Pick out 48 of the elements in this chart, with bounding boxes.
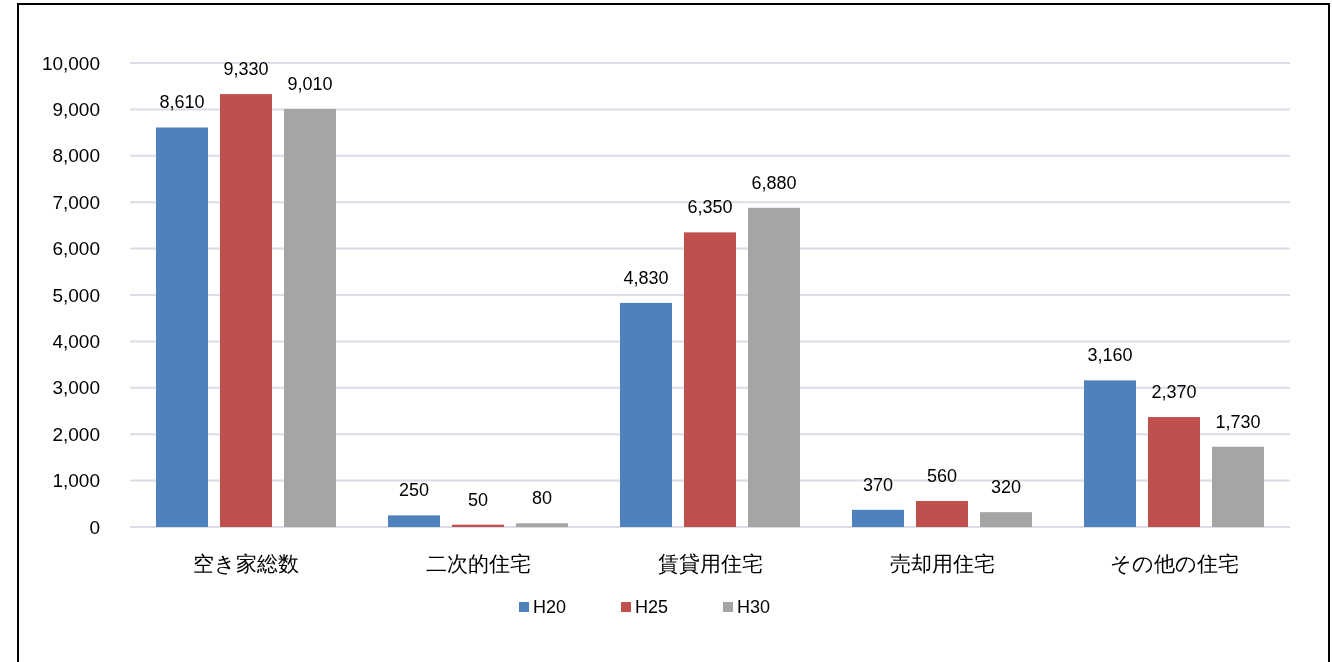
bar (620, 302, 672, 527)
y-tick-label: 3,000 (52, 377, 100, 399)
data-label: 2,370 (1151, 382, 1197, 403)
legend-label: H20 (533, 597, 567, 617)
y-tick-label: 2,000 (52, 423, 100, 445)
y-tick-label: 6,000 (52, 238, 100, 260)
y-tick-label: 1,000 (52, 470, 100, 492)
y-tick-label: 4,000 (52, 330, 100, 352)
data-label: 50 (467, 489, 489, 510)
data-label: 9,010 (287, 73, 333, 94)
y-tick-label: 5,000 (52, 284, 100, 306)
bar (1148, 417, 1200, 527)
x-tick-label: 二次的住宅 (425, 552, 531, 575)
y-tick-label: 0 (89, 516, 100, 538)
bar (220, 94, 272, 527)
y-tick-label: 9,000 (52, 98, 100, 120)
data-label: 3,160 (1087, 345, 1133, 366)
data-label: 4,830 (623, 267, 669, 288)
x-tick-label: その他の住宅 (1109, 552, 1239, 575)
bar (516, 523, 568, 527)
data-label: 80 (531, 488, 553, 509)
data-label: 320 (990, 477, 1022, 498)
legend-label: H25 (635, 597, 669, 617)
data-label: 8,610 (159, 92, 205, 113)
bar (388, 515, 440, 527)
data-label: 250 (398, 480, 430, 501)
data-label: 1,730 (1215, 411, 1261, 432)
x-tick-label: 賃貸用住宅 (657, 552, 763, 575)
bar (284, 108, 336, 527)
bar (1084, 380, 1136, 527)
bar (980, 512, 1032, 527)
data-label: 6,350 (687, 197, 733, 218)
data-label: 560 (926, 466, 958, 487)
bar (916, 501, 968, 527)
data-label: 6,880 (751, 172, 797, 193)
data-label: 9,330 (223, 59, 269, 80)
y-tick-label: 7,000 (52, 191, 100, 213)
legend-label: H30 (737, 597, 771, 617)
x-tick-label: 空き家総数 (193, 552, 299, 575)
bar (852, 509, 904, 527)
y-tick-label: 10,000 (41, 52, 100, 74)
bar (1212, 446, 1264, 527)
y-tick-label: 8,000 (52, 145, 100, 167)
bar (684, 232, 736, 527)
x-tick-label: 売却用住宅 (889, 552, 995, 575)
bar (748, 207, 800, 527)
data-label: 370 (862, 474, 894, 495)
bar (156, 127, 208, 527)
